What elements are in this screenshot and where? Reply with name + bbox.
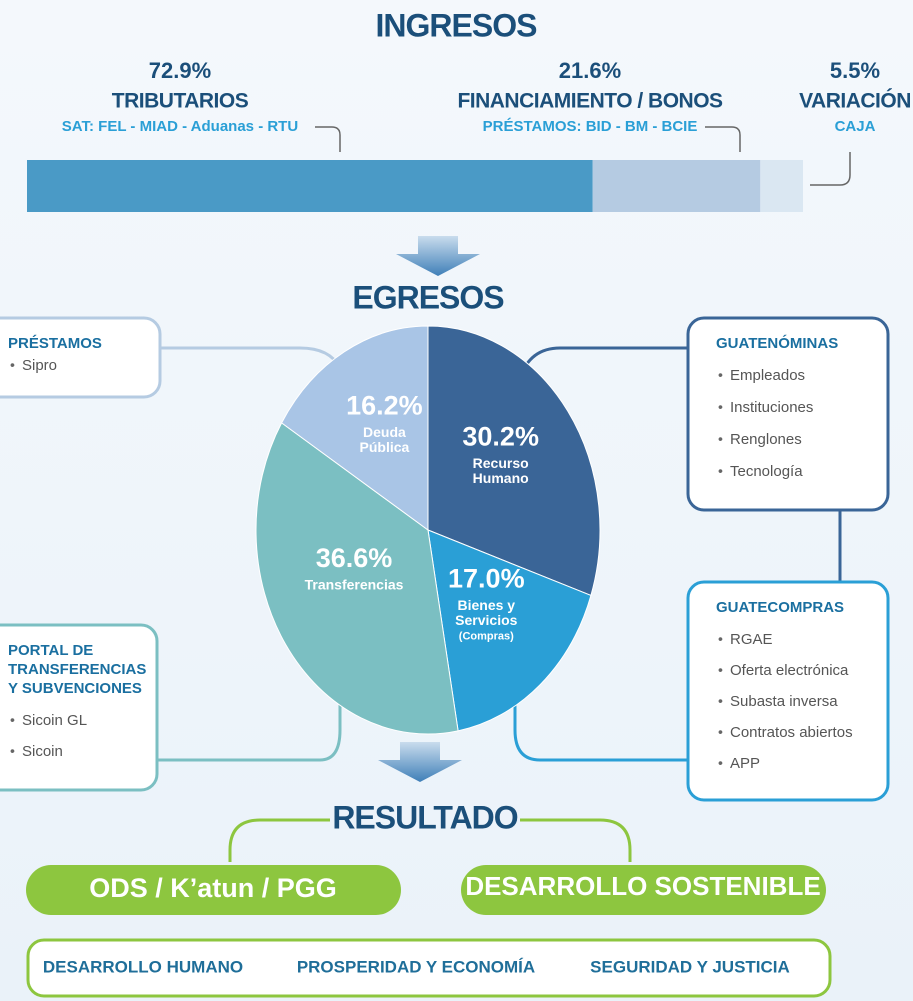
slice-name: Recurso (473, 455, 529, 471)
bullet: • (718, 755, 723, 771)
bullet: • (718, 631, 723, 647)
slice-value: 30.2% (462, 421, 539, 451)
value-label: 21.6% (559, 58, 621, 83)
slice-value: 16.2% (346, 390, 423, 420)
bullet: • (718, 463, 723, 479)
box-item: RGAE (730, 631, 773, 648)
box-item: Sicoin (22, 743, 63, 760)
arrow (378, 742, 462, 782)
pointer (705, 126, 741, 152)
box-item: Subasta inversa (730, 693, 838, 710)
segment-name: TRIBUTARIOS (112, 90, 249, 113)
pointer (810, 152, 851, 186)
egresos-title: EGRESOS (352, 279, 504, 315)
box-item: Renglones (730, 431, 802, 448)
box-item: Tecnología (730, 463, 803, 480)
box-item: Sipro (22, 357, 57, 374)
bullet: • (718, 662, 723, 678)
bullet: • (718, 431, 723, 447)
segment-name: FINANCIAMIENTO / BONOS (457, 90, 723, 113)
box-title: PORTAL DE (8, 642, 93, 659)
slice-name: Pública (360, 439, 410, 455)
bullet: • (718, 399, 723, 415)
box-item: Empleados (730, 367, 805, 384)
box-item: Contratos abiertos (730, 724, 853, 741)
pill (26, 865, 401, 915)
pointer (315, 126, 341, 152)
slice-name: Bienes y (458, 597, 516, 613)
result-item: PROSPERIDAD Y ECONOMÍA (297, 957, 535, 976)
pill (461, 865, 826, 915)
slice-name: (Compras) (459, 630, 514, 642)
segment-detail: PRÉSTAMOS: BID - BM - BCIE (483, 118, 698, 135)
segment-detail: SAT: FEL - MIAD - Aduanas - RTU (62, 118, 298, 135)
box-item: Instituciones (730, 399, 813, 416)
info-box (0, 623, 159, 792)
result-item: SEGURIDAD Y JUSTICIA (590, 957, 790, 976)
result-box (26, 938, 832, 998)
value-label: 72.9% (149, 58, 211, 83)
box-title: TRANSFERENCIAS (8, 661, 146, 678)
box-item: Oferta electrónica (730, 662, 849, 679)
slice-name: Transferencias (305, 576, 404, 592)
info-box (686, 580, 890, 802)
bullet: • (10, 712, 15, 728)
box-item: Sicoin GL (22, 712, 87, 729)
bullet: • (10, 743, 15, 759)
slice-name: Deuda (363, 424, 406, 440)
value-label: 5.5% (830, 58, 880, 83)
pie-slice (427, 325, 601, 597)
bullet: • (10, 357, 15, 373)
slice-value: 36.6% (316, 543, 393, 573)
ingresos-title: INGRESOS (376, 7, 538, 43)
box-item: APP (730, 755, 760, 772)
info-box (0, 316, 162, 399)
box-title: GUATENÓMINAS (716, 334, 838, 352)
resultado-title: RESULTADO (332, 799, 517, 835)
box-title: PRÉSTAMOS (8, 335, 102, 352)
segment-detail: CAJA (835, 118, 876, 135)
box-title: GUATECOMPRAS (716, 599, 844, 616)
bullet: • (718, 693, 723, 709)
segment-name: VARIACIÓN (799, 89, 911, 113)
arrow (396, 236, 480, 276)
slice-value: 17.0% (448, 564, 525, 594)
pill-label: DESARROLLO SOSTENIBLE (465, 871, 820, 901)
pie-slice (280, 325, 429, 531)
slice-name: Humano (473, 470, 529, 486)
box-title: Y SUBVENCIONES (8, 680, 142, 697)
bar-segment (592, 160, 761, 212)
pie-slice (427, 529, 592, 732)
bar-segment (27, 160, 593, 212)
pill-label: ODS / K’atun / PGG (89, 873, 337, 903)
result-item: DESARROLLO HUMANO (43, 957, 243, 976)
bullet: • (718, 724, 723, 740)
bar-segment (760, 160, 803, 212)
pie-slice (255, 422, 459, 735)
info-box (686, 316, 890, 512)
slice-name: Servicios (455, 612, 517, 628)
bullet: • (718, 367, 723, 383)
